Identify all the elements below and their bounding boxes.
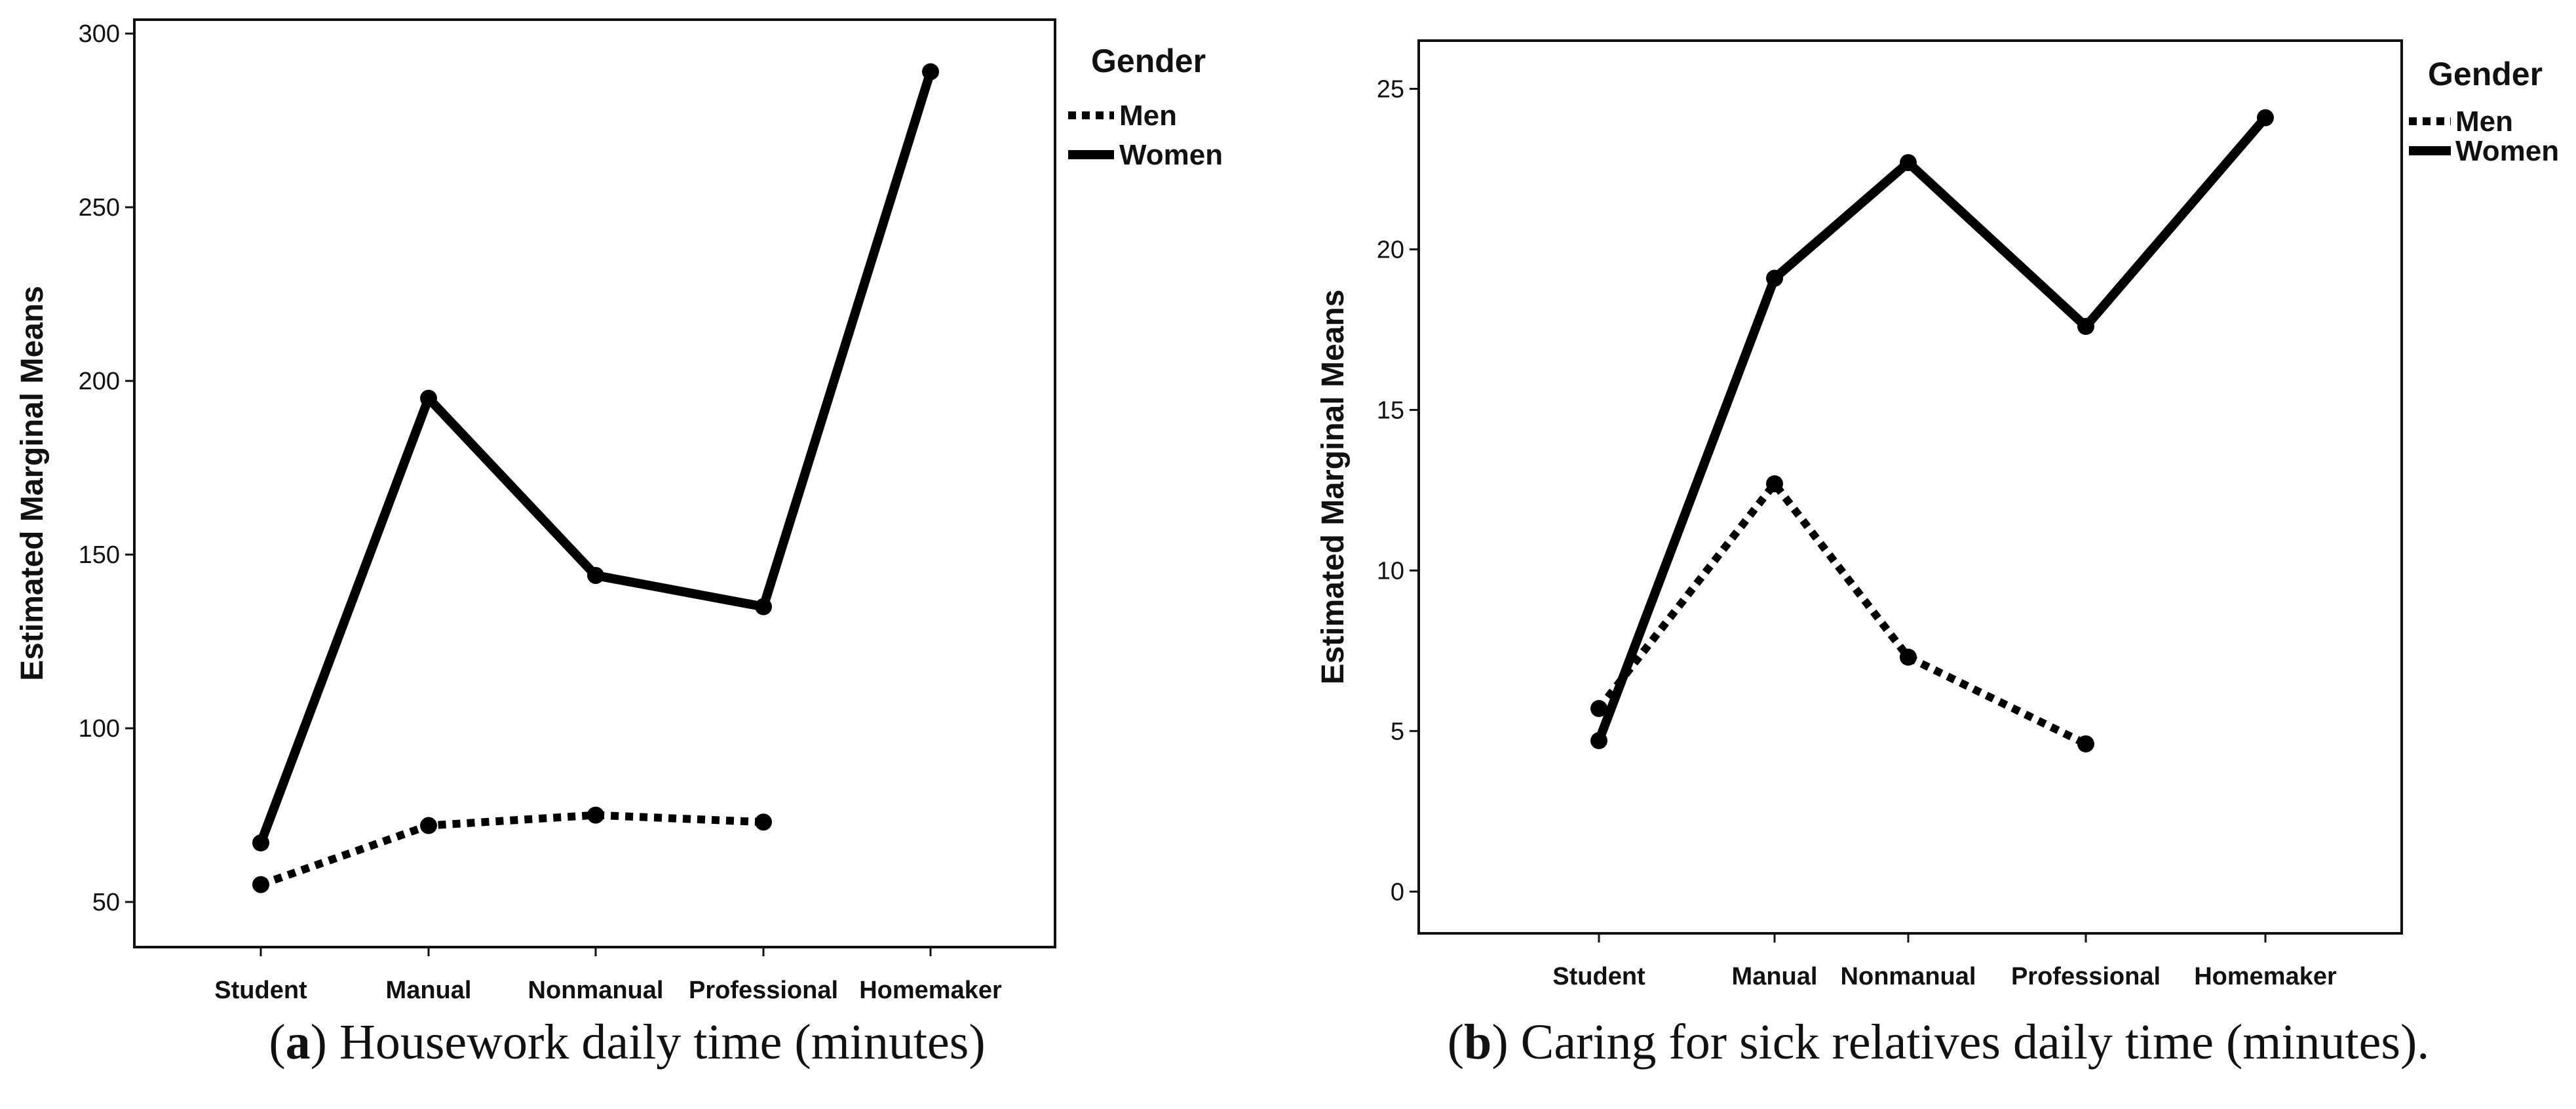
y-tick-label: 150 [79, 541, 120, 569]
data-point-women [2257, 109, 2274, 126]
panel-a: 50 100 150 200 250 300 Student Manual Nonmanual P… [15, 18, 1223, 1070]
data-point-women [922, 63, 939, 81]
y-tick-label: 0 [1391, 878, 1404, 906]
data-point-women [252, 834, 269, 852]
data-point-women [1766, 269, 1783, 287]
series-line-women [256, 70, 935, 845]
data-point-women [1900, 154, 1917, 172]
data-point-women [420, 389, 437, 407]
legend-entry-men: Men [2455, 106, 2513, 138]
legend-title: Gender [2428, 56, 2543, 92]
y-tick-label: 100 [79, 715, 120, 743]
y-tick-label: 10 [1377, 557, 1404, 585]
y-axis-label: Estimated Marginal Means [15, 286, 50, 681]
series-line-men [260, 811, 764, 889]
y-tick-label: 25 [1377, 75, 1404, 103]
data-point-men [587, 806, 604, 824]
panel-b: 0 5 10 15 20 25 Student Manual Nonmanual Professi… [1316, 39, 2559, 1070]
legend-entry-men: Men [1119, 100, 1177, 132]
data-point-men [1766, 475, 1783, 493]
legend-entry-women: Women [1119, 139, 1223, 171]
y-tick-label: 50 [92, 889, 120, 916]
x-tick-label: Professional [689, 977, 838, 1004]
y-axis-label: Estimated Marginal Means [1316, 290, 1351, 685]
data-point-women [587, 566, 604, 584]
legend-entry-women: Women [2455, 135, 2559, 167]
data-point-men [1900, 648, 1917, 666]
y-tick-label: 5 [1391, 718, 1404, 745]
data-point-men [252, 876, 269, 893]
data-point-women [755, 598, 772, 615]
plot-frame [1417, 39, 2403, 935]
x-tick-label: Professional [2011, 963, 2161, 990]
data-point-men [420, 817, 437, 834]
y-tick-label: 300 [79, 20, 120, 48]
x-tick-label: Homemaker [859, 977, 1002, 1004]
x-tick-label: Manual [386, 977, 472, 1004]
x-tick-label: Student [214, 977, 307, 1004]
x-tick-label: Nonmanual [528, 977, 664, 1004]
x-tick-label: Manual [1732, 963, 1818, 990]
x-tick-label: Student [1552, 963, 1645, 990]
panel-caption: (b) Caring for sick relatives daily time… [1448, 1015, 2430, 1070]
x-tick-label: Homemaker [2194, 963, 2337, 990]
legend-title: Gender [1091, 43, 1206, 79]
data-point-women [2077, 318, 2094, 336]
data-point-men [755, 813, 772, 831]
y-tick-label: 200 [79, 368, 120, 395]
y-tick-label: 250 [79, 194, 120, 222]
data-point-women [1590, 732, 1607, 750]
y-tick-label: 15 [1377, 397, 1404, 424]
panel-caption: (a) Housework daily time (minutes) [269, 1015, 985, 1070]
data-point-men [1590, 700, 1607, 718]
series-line-men [1596, 480, 2088, 748]
data-point-men [2077, 735, 2094, 752]
series-line-women [1594, 115, 2269, 743]
y-tick-label: 20 [1377, 236, 1404, 263]
x-tick-label: Nonmanual [1841, 963, 1976, 990]
